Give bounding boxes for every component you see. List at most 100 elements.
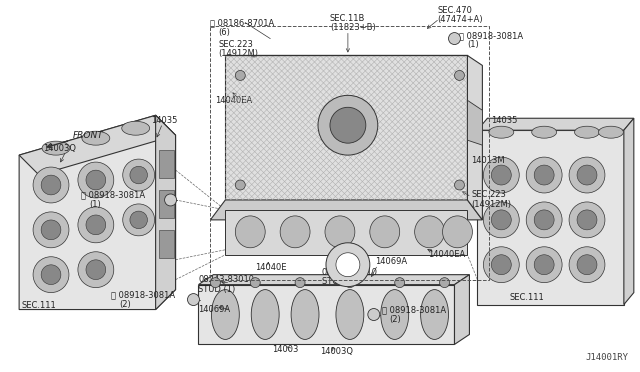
Ellipse shape: [236, 216, 265, 248]
Text: Ⓝ 08918-3081A: Ⓝ 08918-3081A: [382, 305, 446, 314]
Ellipse shape: [42, 141, 70, 155]
Text: SEC.470: SEC.470: [438, 6, 472, 15]
Circle shape: [569, 247, 605, 283]
Circle shape: [534, 210, 554, 230]
Circle shape: [86, 170, 106, 190]
Circle shape: [336, 253, 360, 277]
Text: (14912M): (14912M): [218, 49, 259, 58]
Circle shape: [492, 255, 511, 275]
Text: 14003Q: 14003Q: [320, 347, 353, 356]
Circle shape: [326, 243, 370, 286]
Text: SEC.11B: SEC.11B: [330, 14, 365, 23]
Text: (2): (2): [390, 315, 401, 324]
Ellipse shape: [252, 290, 279, 339]
Text: Ⓜ 08186-8701A: Ⓜ 08186-8701A: [211, 18, 275, 27]
Polygon shape: [19, 115, 175, 175]
Circle shape: [33, 212, 69, 248]
Text: 14040E: 14040E: [255, 263, 287, 272]
Polygon shape: [477, 118, 634, 130]
Text: (14912M): (14912M): [472, 201, 511, 209]
Ellipse shape: [381, 290, 409, 339]
Circle shape: [41, 265, 61, 285]
Circle shape: [41, 220, 61, 240]
Circle shape: [569, 202, 605, 238]
Circle shape: [492, 165, 511, 185]
Bar: [211, 26, 490, 280]
Text: Ⓝ 08918-3081A: Ⓝ 08918-3081A: [460, 31, 524, 40]
Circle shape: [569, 157, 605, 193]
Circle shape: [368, 308, 380, 321]
Text: 14035: 14035: [150, 116, 177, 125]
Text: 14035: 14035: [492, 116, 518, 125]
Ellipse shape: [420, 290, 449, 339]
Bar: [159, 190, 173, 218]
Circle shape: [33, 167, 69, 203]
Ellipse shape: [489, 126, 514, 138]
Circle shape: [78, 162, 114, 198]
Circle shape: [78, 252, 114, 288]
Text: STUD (1): STUD (1): [198, 285, 236, 294]
Circle shape: [454, 180, 465, 190]
Circle shape: [130, 166, 147, 184]
Circle shape: [577, 255, 597, 275]
Text: J14001RY: J14001RY: [586, 353, 629, 362]
Circle shape: [164, 194, 177, 206]
Text: SEC.223: SEC.223: [472, 190, 506, 199]
Circle shape: [526, 202, 562, 238]
Bar: [159, 150, 173, 178]
Polygon shape: [156, 115, 175, 310]
Circle shape: [41, 175, 61, 195]
Ellipse shape: [122, 121, 150, 135]
Circle shape: [492, 210, 511, 230]
Polygon shape: [198, 285, 454, 344]
Text: 14003Q: 14003Q: [43, 144, 76, 153]
Circle shape: [526, 247, 562, 283]
Circle shape: [330, 107, 366, 143]
Ellipse shape: [370, 216, 400, 248]
Circle shape: [86, 260, 106, 279]
Polygon shape: [624, 118, 634, 305]
Circle shape: [454, 70, 465, 80]
Ellipse shape: [575, 126, 600, 138]
Circle shape: [483, 202, 519, 238]
Circle shape: [345, 278, 355, 288]
Bar: [159, 230, 173, 258]
Ellipse shape: [532, 126, 557, 138]
Bar: [225, 55, 467, 200]
Text: SEC.223: SEC.223: [218, 40, 253, 49]
Circle shape: [295, 278, 305, 288]
Text: 14003: 14003: [272, 345, 298, 354]
Ellipse shape: [211, 290, 239, 339]
Circle shape: [86, 215, 106, 235]
Text: (1): (1): [89, 201, 100, 209]
Text: (11823+B): (11823+B): [330, 23, 376, 32]
Circle shape: [395, 278, 404, 288]
Polygon shape: [19, 115, 175, 310]
Ellipse shape: [442, 216, 472, 248]
Text: (47474+A): (47474+A): [438, 15, 483, 24]
Ellipse shape: [336, 290, 364, 339]
Text: Ⓝ 08918-3081A: Ⓝ 08918-3081A: [81, 190, 145, 199]
Text: STUD (1): STUD (1): [322, 277, 359, 286]
Text: 08243-83010: 08243-83010: [198, 275, 255, 284]
Ellipse shape: [325, 216, 355, 248]
Bar: [225, 210, 467, 255]
Ellipse shape: [598, 126, 623, 138]
Text: (6): (6): [218, 28, 230, 37]
Ellipse shape: [415, 216, 445, 248]
Polygon shape: [198, 275, 469, 285]
Text: (2): (2): [119, 300, 131, 309]
Polygon shape: [467, 55, 483, 220]
Text: SEC.111: SEC.111: [21, 301, 56, 310]
Ellipse shape: [291, 290, 319, 339]
Circle shape: [440, 278, 449, 288]
Circle shape: [534, 255, 554, 275]
Text: SEC.111: SEC.111: [509, 293, 544, 302]
Circle shape: [236, 180, 245, 190]
Text: 14040EA: 14040EA: [216, 96, 253, 105]
Text: 14013M: 14013M: [472, 155, 505, 164]
Circle shape: [188, 294, 200, 305]
Polygon shape: [477, 130, 624, 305]
Circle shape: [78, 207, 114, 243]
Text: (1): (1): [467, 40, 479, 49]
